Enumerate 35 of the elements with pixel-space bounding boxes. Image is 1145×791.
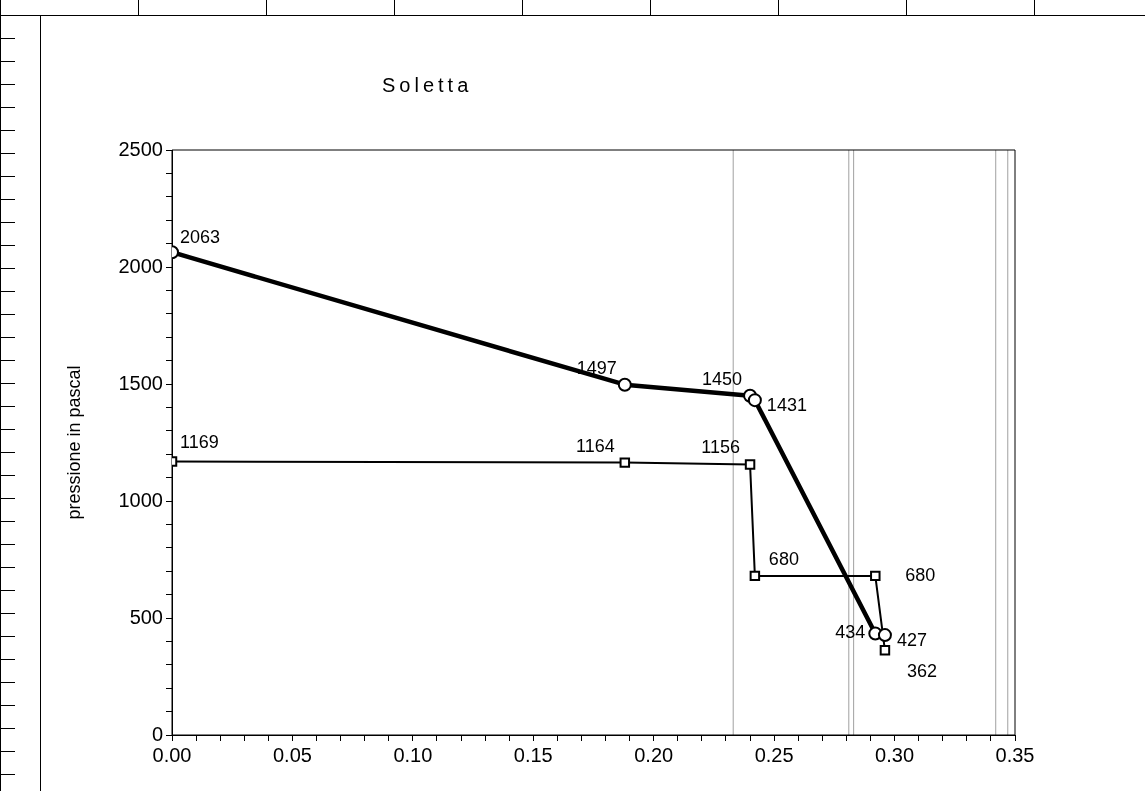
y-tick-label: 2500 (118, 137, 163, 160)
point (747, 393, 762, 408)
y-tick-label: 500 (129, 605, 163, 628)
x-tick-label: 0.20 (634, 743, 674, 766)
data-label: 1169 (180, 432, 219, 453)
x-tick-label: 0.35 (995, 743, 1035, 766)
data-label: 1156 (701, 437, 741, 458)
data-label: 1431 (766, 395, 807, 416)
y-axis-title: pressione in pascal (63, 365, 84, 520)
data-label: 2063 (180, 227, 221, 248)
point (749, 570, 761, 582)
point (877, 628, 892, 643)
point (617, 377, 632, 392)
point (879, 645, 891, 656)
data-label: 1450 (702, 368, 743, 389)
x-tick-label: 0.10 (393, 743, 433, 766)
data-label: 434 (835, 622, 866, 643)
point (744, 459, 756, 470)
point (870, 570, 881, 582)
data-label: 1164 (576, 435, 615, 456)
x-tick-label: 0.00 (152, 743, 192, 766)
data-label: 680 (905, 564, 936, 585)
x-tick-label: 0.25 (754, 743, 794, 766)
data-label: 362 (906, 661, 937, 682)
y-tick-label: 1500 (118, 371, 163, 394)
chart-title: Soletta (382, 74, 473, 96)
x-tick-label: 0.05 (272, 743, 312, 766)
point (619, 457, 631, 468)
data-label: 680 (768, 548, 799, 569)
y-tick-label: 0 (151, 722, 163, 745)
data-label: 427 (896, 630, 927, 651)
y-tick-label: 1000 (118, 488, 163, 511)
x-tick-label: 0.15 (513, 743, 553, 766)
y-tick-label: 2000 (118, 254, 163, 277)
x-tick-label: 0.30 (875, 743, 915, 766)
